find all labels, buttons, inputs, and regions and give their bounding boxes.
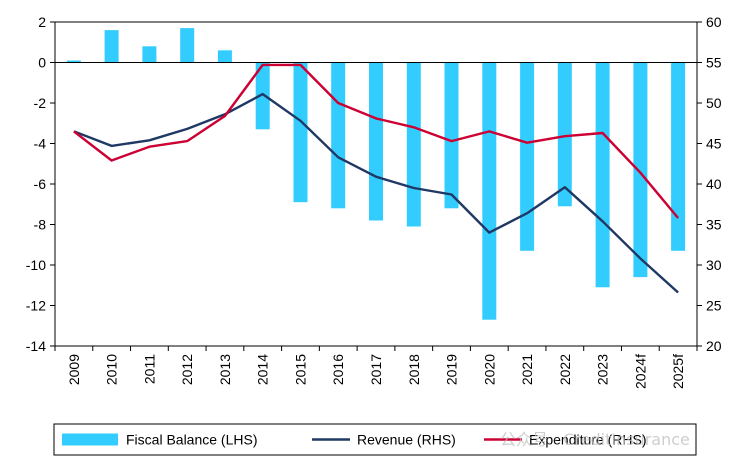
bar-2020 bbox=[482, 62, 497, 320]
x-tick-label: 2013 bbox=[217, 354, 233, 385]
right-tick-label: 20 bbox=[706, 338, 722, 354]
left-tick-label: -6 bbox=[34, 176, 47, 192]
bar-2013 bbox=[217, 50, 232, 63]
bar-2017 bbox=[369, 62, 383, 221]
left-tick-label: -2 bbox=[34, 95, 47, 111]
chart-axes: 20-2-4-6-8-10-12-14605550454035302520200… bbox=[26, 14, 722, 389]
x-tick-label: 2014 bbox=[255, 354, 271, 385]
bar-2014 bbox=[255, 62, 270, 130]
legend-box bbox=[53, 423, 697, 456]
x-tick-label: 2023 bbox=[595, 354, 611, 385]
x-tick-label: 2018 bbox=[406, 354, 422, 385]
bar-2021 bbox=[520, 62, 535, 251]
x-tick-label: 2016 bbox=[330, 354, 346, 385]
x-tick-label: 2012 bbox=[179, 354, 195, 385]
right-tick-label: 60 bbox=[706, 14, 722, 30]
fiscal-balance-lhs-legend-label: Fiscal Balance (LHS) bbox=[126, 432, 258, 448]
bar-2012 bbox=[180, 28, 195, 63]
revenue-rhs-legend-label: Revenue (RHS) bbox=[357, 432, 456, 448]
left-tick-label: 0 bbox=[38, 55, 46, 71]
left-tick-label: -4 bbox=[34, 136, 47, 152]
chart-legend: Fiscal Balance (LHS) Revenue (RHS) Expendi… bbox=[53, 423, 697, 456]
fiscal-balance-bars bbox=[66, 28, 686, 320]
x-tick-label: 2021 bbox=[519, 354, 535, 385]
x-tick-label: 2011 bbox=[141, 354, 157, 384]
right-tick-label: 55 bbox=[706, 55, 722, 71]
expenditure-rhs-line bbox=[73, 63, 680, 219]
chart-lines bbox=[73, 63, 680, 294]
left-tick-label: 2 bbox=[38, 14, 46, 30]
bar-2018 bbox=[406, 62, 421, 227]
bar-2015 bbox=[293, 62, 308, 203]
x-tick-label: 2010 bbox=[104, 354, 120, 385]
bar-2011 bbox=[142, 46, 157, 63]
left-tick-label: -8 bbox=[34, 217, 47, 233]
right-tick-label: 35 bbox=[706, 217, 722, 233]
x-tick-label: 2025f bbox=[670, 354, 686, 389]
bar-2024f bbox=[633, 62, 648, 278]
x-tick-label: 2017 bbox=[368, 354, 384, 385]
bar-2009 bbox=[66, 60, 81, 63]
fiscal-balance-lhs-legend-swatch bbox=[62, 433, 118, 446]
watermark-text: 公众号 · CreditInsurance bbox=[500, 430, 690, 449]
expenditure-rhs-legend-label: Expenditure (RHS) bbox=[529, 432, 647, 448]
bar-2022 bbox=[557, 62, 572, 207]
left-tick-label: -12 bbox=[26, 298, 46, 314]
bar-2016 bbox=[331, 62, 346, 209]
watermark: 公众号 · CreditInsurance bbox=[500, 430, 690, 449]
right-tick-label: 30 bbox=[706, 257, 722, 273]
right-tick-label: 45 bbox=[706, 136, 722, 152]
right-tick-label: 25 bbox=[706, 298, 722, 314]
right-tick-label: 40 bbox=[706, 176, 722, 192]
left-tick-label: -10 bbox=[26, 257, 46, 273]
x-tick-label: 2024f bbox=[632, 354, 648, 389]
x-tick-label: 2020 bbox=[481, 354, 497, 385]
bar-2025f bbox=[671, 62, 686, 251]
right-tick-label: 50 bbox=[706, 95, 722, 111]
bar-2023 bbox=[595, 62, 610, 288]
bar-2019 bbox=[444, 62, 459, 209]
bar-2010 bbox=[104, 30, 119, 63]
x-tick-label: 2015 bbox=[292, 354, 308, 385]
x-tick-label: 2009 bbox=[66, 354, 82, 385]
left-tick-label: -14 bbox=[26, 338, 46, 354]
x-tick-label: 2019 bbox=[444, 354, 460, 385]
x-tick-label: 2022 bbox=[557, 354, 573, 385]
revenue-rhs-line bbox=[73, 92, 679, 294]
